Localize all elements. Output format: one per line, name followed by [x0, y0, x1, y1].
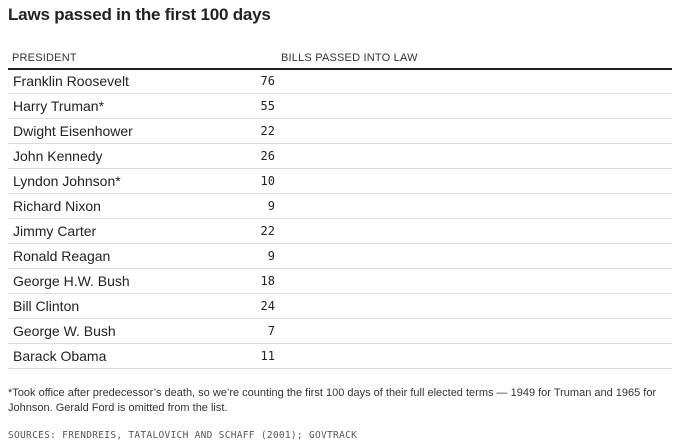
footnote: *Took office after predecessor’s death, …	[8, 387, 657, 414]
president-name-cell: Bill Clinton	[13, 298, 80, 314]
bills-count-cell: 22	[260, 124, 275, 138]
bills-count-cell: 22	[260, 224, 275, 238]
table-row: Barack Obama 11	[8, 344, 672, 369]
bills-count-cell: 7	[267, 324, 275, 338]
president-name-cell: George W. Bush	[13, 323, 116, 339]
table-row: Ronald Reagan 9	[8, 244, 672, 269]
table-row: Lyndon Johnson* 10	[8, 169, 672, 194]
president-name-cell: Lyndon Johnson*	[13, 173, 121, 189]
president-column-header: PRESIDENT	[12, 52, 77, 64]
president-name-cell: Dwight Eisenhower	[13, 123, 133, 139]
table-body: Franklin Roosevelt 76 Harry Truman* 55 Dwigh…	[8, 69, 672, 369]
president-name-cell: Franklin Roosevelt	[13, 73, 129, 89]
bills-count-cell: 18	[260, 274, 275, 288]
table-row: Bill Clinton 24	[8, 294, 672, 319]
table-header: PRESIDENT BILLS PASSED INTO LAW	[8, 50, 672, 70]
table-row: George H.W. Bush 18	[8, 269, 672, 294]
table-row: John Kennedy 26	[8, 144, 672, 169]
table-row: George W. Bush 7	[8, 319, 672, 344]
bills-count-cell: 9	[267, 199, 275, 213]
bills-count-cell: 9	[267, 249, 275, 263]
president-name-cell: Richard Nixon	[13, 198, 101, 214]
president-name-cell: Ronald Reagan	[13, 248, 111, 264]
president-name-cell: John Kennedy	[13, 148, 103, 164]
bills-count-cell: 11	[260, 349, 275, 363]
bills-column-header: BILLS PASSED INTO LAW	[281, 52, 418, 64]
president-name-cell: Harry Truman*	[13, 98, 105, 114]
president-name-cell: George H.W. Bush	[13, 273, 130, 289]
table-row: Franklin Roosevelt 76	[8, 69, 672, 94]
bills-count-cell: 26	[260, 149, 275, 163]
table-row: Dwight Eisenhower 22	[8, 119, 672, 144]
bills-count-cell: 24	[260, 299, 275, 313]
president-name-cell: Barack Obama	[13, 348, 107, 364]
chart-title: Laws passed in the first 100 days	[8, 5, 271, 24]
bills-count-cell: 10	[260, 174, 275, 188]
table-row: Jimmy Carter 22	[8, 219, 672, 244]
table-row: Harry Truman* 55	[8, 94, 672, 119]
bills-count-cell: 76	[260, 74, 275, 88]
sources-note: SOURCES: FRENDREIS, TATALOVICH AND SCHAF…	[8, 430, 358, 441]
bills-count-cell: 55	[260, 99, 275, 113]
president-name-cell: Jimmy Carter	[13, 223, 97, 239]
table-row: Richard Nixon 9	[8, 194, 672, 219]
